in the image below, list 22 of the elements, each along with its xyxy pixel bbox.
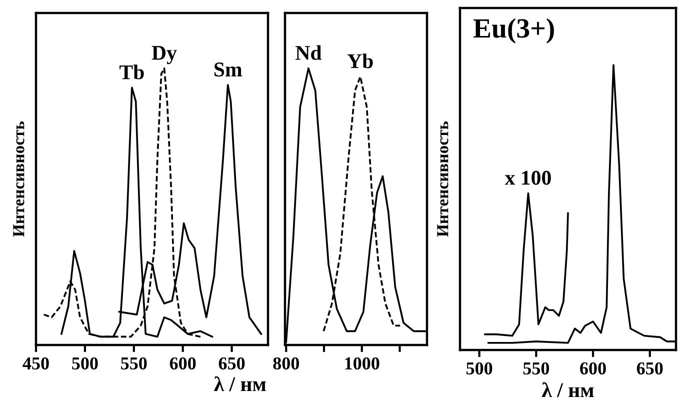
x-tick-label: 550 bbox=[523, 362, 550, 375]
series-label: Yb bbox=[347, 54, 373, 68]
x-axis-title: λ / нм bbox=[542, 382, 594, 398]
series-label: Nd bbox=[296, 45, 322, 60]
series-label: Sm bbox=[214, 62, 242, 77]
x-tick-label: 550 bbox=[121, 357, 147, 370]
x-tick-label: 650 bbox=[218, 357, 245, 370]
series-label: Dy bbox=[152, 46, 177, 64]
x-tick-label: 1000 bbox=[345, 357, 380, 370]
x-tick-label: 800 bbox=[273, 357, 299, 370]
series-label: x 100 bbox=[504, 170, 551, 185]
x-tick-label: 500 bbox=[466, 362, 492, 375]
x-tick-label: 600 bbox=[170, 357, 196, 370]
y-axis-title: Интенсивность bbox=[13, 121, 24, 237]
x-tick-label: 450 bbox=[22, 357, 49, 370]
x-tick-label: 650 bbox=[636, 362, 663, 375]
y-axis-title: Интенсивность bbox=[437, 121, 448, 237]
x-tick-label: 500 bbox=[72, 357, 98, 370]
series-label: Tb bbox=[120, 64, 144, 80]
x-axis-title: λ / нм bbox=[214, 376, 266, 392]
chart-title: Eu(3+) bbox=[473, 18, 554, 44]
x-tick-label: 600 bbox=[580, 362, 606, 375]
